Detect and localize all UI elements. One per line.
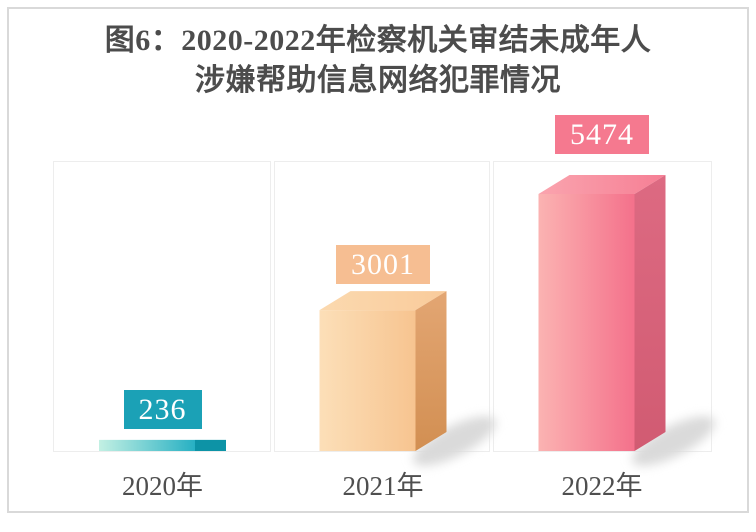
x-axis-label-2020年: 2020年 xyxy=(122,471,203,501)
x-axis-label-2022年: 2022年 xyxy=(561,471,643,501)
value-label-2020年: 236 xyxy=(123,390,202,429)
x-axis-label-2021年: 2021年 xyxy=(342,471,424,501)
value-label-2022年: 5474 xyxy=(555,115,649,154)
bar-top-2021年 xyxy=(319,291,447,311)
bar-front-2022年 xyxy=(538,194,635,451)
bar-shadow xyxy=(631,416,716,466)
bar-shadow xyxy=(412,416,497,466)
bar-side-2022年 xyxy=(634,175,666,451)
bar-side-2021年 xyxy=(415,291,447,451)
bar-front-2020年 xyxy=(99,439,195,451)
bar-side-2020年 xyxy=(195,439,226,451)
bar-top-2022年 xyxy=(538,175,666,194)
chart-title-line1: 图6：2020-2022年检察机关审结未成年人 xyxy=(104,24,652,57)
bar-front-2021年 xyxy=(319,310,416,451)
chart-title: 图6：2020-2022年检察机关审结未成年人 涉嫌帮助信息网络犯罪情况 xyxy=(0,21,756,101)
chart-title-line2: 涉嫌帮助信息网络犯罪情况 xyxy=(195,64,561,97)
value-label-2021年: 3001 xyxy=(336,245,430,284)
